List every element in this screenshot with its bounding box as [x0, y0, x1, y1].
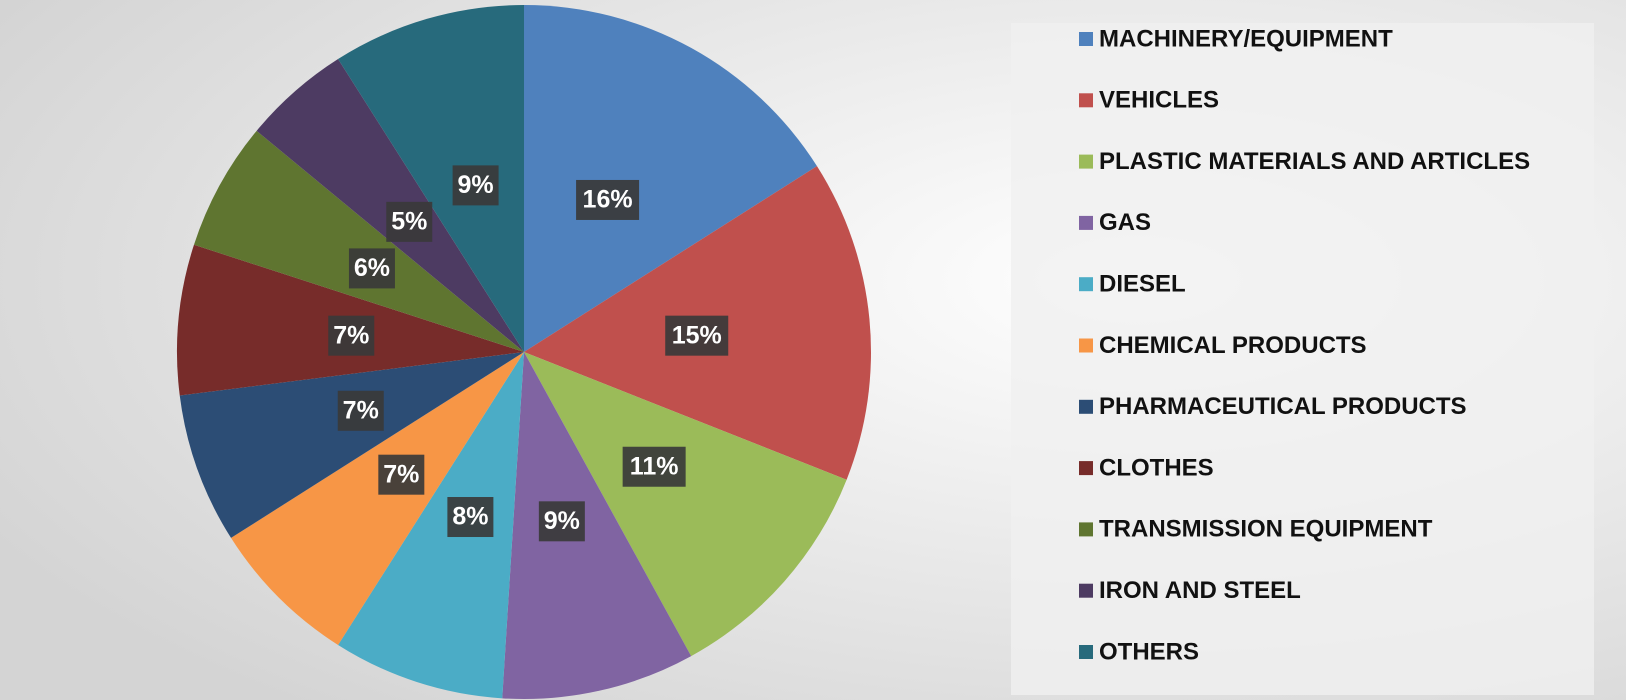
label-box [622, 446, 686, 487]
pie: 16% 15% 11% 9% 8% 7% 7% 7% 6%5% 9% [177, 5, 871, 699]
label-box [538, 501, 585, 542]
legend-label: VEHICLES [1099, 87, 1219, 114]
label-box [378, 454, 425, 495]
legend-swatch [1079, 93, 1093, 108]
legend-swatch [1079, 461, 1093, 476]
pie-slice [193, 130, 524, 352]
label-box [447, 497, 494, 538]
legend-swatch [1079, 154, 1093, 169]
data-label: 9% [458, 171, 494, 199]
data-label: 5% [391, 207, 427, 235]
legend-swatch [1079, 522, 1093, 537]
legend-swatch [1079, 32, 1093, 46]
data-label: 6% [354, 254, 390, 282]
legend-swatch [1079, 583, 1093, 598]
legend: MACHINERY/EQUIPMENT VEHICLES PLASTIC MATER… [1079, 25, 1530, 665]
legend-label: MACHINERY/EQUIPMENT [1099, 25, 1393, 52]
legend-label: PHARMACEUTICAL PRODUCTS [1099, 393, 1467, 420]
label-box [576, 179, 640, 220]
pie-slice [524, 5, 817, 352]
legend-swatch [1079, 338, 1093, 353]
pie-slice [502, 352, 692, 699]
legend-box [1011, 23, 1594, 695]
legend-label: OTHERS [1099, 638, 1199, 665]
pie-slice [338, 5, 524, 352]
pie-slice [524, 352, 847, 657]
label-box [337, 390, 384, 431]
legend-label: IRON AND STEEL [1099, 577, 1301, 604]
legend-label: CHEMICAL PRODUCTS [1099, 332, 1367, 359]
pie-slice [231, 352, 525, 645]
label-box [665, 315, 729, 356]
label-box [328, 315, 375, 356]
data-label: 7% [333, 321, 369, 349]
data-label: 8% [452, 503, 488, 531]
data-label: 7% [343, 396, 379, 424]
legend-swatch [1079, 215, 1093, 230]
label-box [348, 248, 395, 289]
data-label: 9% [544, 507, 580, 535]
legend-swatch [1079, 277, 1093, 292]
legend-label: DIESEL [1099, 271, 1186, 298]
legend-label: CLOTHES [1099, 454, 1214, 481]
legend-label: TRANSMISSION EQUIPMENT [1099, 516, 1433, 543]
data-label: 11% [630, 452, 679, 480]
data-label: 15% [672, 321, 722, 349]
pie-slice [179, 352, 524, 538]
legend-swatch [1079, 399, 1093, 414]
legend-label: GAS [1099, 209, 1151, 236]
label-box [452, 165, 499, 206]
data-label: 7% [383, 460, 419, 488]
data-label: 16% [583, 186, 633, 214]
legend-swatch [1079, 645, 1093, 659]
pie-slice [338, 352, 524, 699]
label-box [386, 201, 433, 242]
legend-label: PLASTIC MATERIALS AND ARTICLES [1099, 148, 1530, 175]
